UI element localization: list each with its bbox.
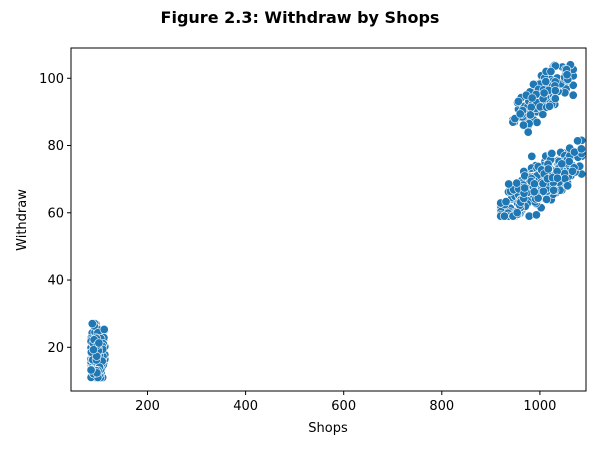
y-tick-label: 40	[47, 274, 64, 289]
data-point	[573, 136, 583, 146]
data-point	[520, 183, 530, 193]
data-point	[531, 210, 541, 220]
data-point	[525, 110, 535, 120]
data-point	[546, 67, 556, 77]
data-point	[513, 96, 523, 106]
data-point	[563, 181, 573, 191]
data-point	[532, 117, 542, 127]
x-tick-label: 400	[233, 399, 258, 414]
data-point	[544, 101, 554, 111]
data-point	[568, 80, 578, 90]
data-point	[568, 90, 578, 100]
data-point	[529, 179, 539, 189]
data-point	[539, 88, 549, 98]
data-point	[547, 149, 557, 159]
chart-title: Figure 2.3: Withdraw by Shops	[161, 8, 440, 27]
data-point	[518, 120, 528, 130]
data-point	[541, 77, 551, 87]
data-point	[552, 173, 562, 183]
x-axis-ticks: 200 400 600 800 1000	[135, 391, 556, 414]
y-tick-label: 80	[47, 139, 64, 154]
data-point	[550, 94, 560, 104]
x-tick-label: 800	[429, 399, 454, 414]
data-point	[504, 179, 514, 189]
x-tick-label: 600	[331, 399, 356, 414]
x-tick-label: 200	[135, 399, 160, 414]
data-point	[538, 186, 548, 196]
data-point	[515, 109, 525, 119]
data-point	[499, 211, 509, 221]
data-point	[527, 93, 537, 103]
data-point	[562, 70, 572, 80]
data-point	[543, 164, 553, 174]
data-points	[86, 60, 587, 382]
y-tick-label: 20	[47, 341, 64, 356]
data-point	[549, 185, 559, 195]
plot-frame	[70, 47, 587, 392]
data-point	[89, 345, 99, 355]
data-point	[94, 338, 104, 348]
y-axis-ticks: 20 40 60 80 100	[39, 72, 71, 356]
data-point	[87, 319, 97, 329]
data-point	[99, 324, 109, 334]
data-point	[86, 365, 96, 375]
data-point	[526, 102, 536, 112]
data-point	[557, 159, 567, 169]
data-point	[567, 166, 577, 176]
data-point	[576, 144, 586, 154]
data-point	[512, 208, 522, 218]
data-point	[550, 86, 560, 96]
x-axis-label: Shops	[308, 421, 348, 436]
y-axis-label: Withdraw	[15, 189, 30, 251]
data-point	[501, 197, 511, 207]
data-point	[512, 178, 522, 188]
data-point	[529, 187, 539, 197]
data-point	[527, 151, 537, 161]
y-tick-label: 60	[47, 206, 64, 221]
x-tick-label: 1000	[523, 399, 556, 414]
y-tick-label: 100	[39, 72, 64, 87]
